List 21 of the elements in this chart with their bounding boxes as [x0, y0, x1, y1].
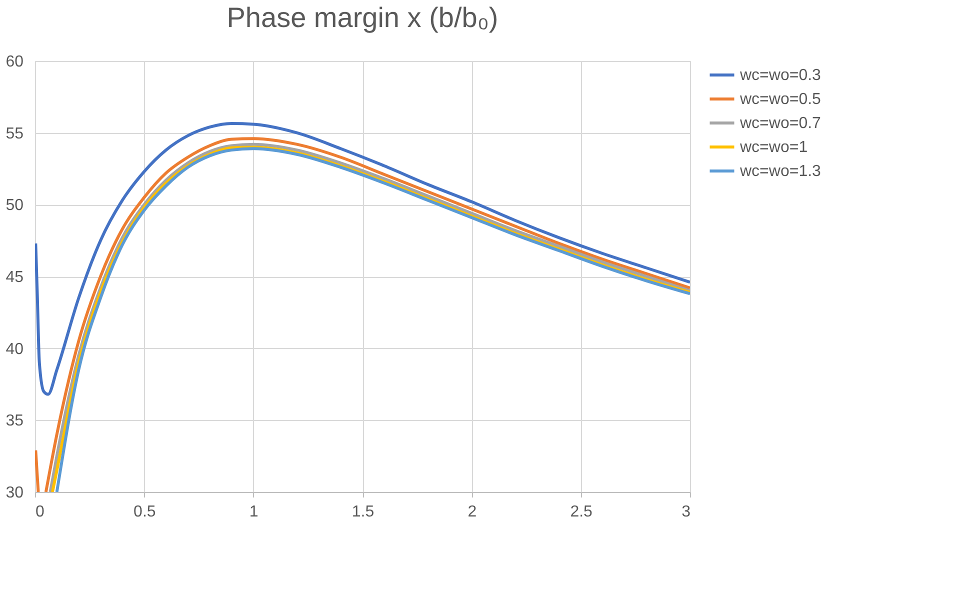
y-tick-label: 55	[6, 125, 24, 142]
y-tick-label: 35	[6, 412, 24, 430]
legend-label: wc=wo=0.3	[739, 67, 822, 84]
y-tick-label: 45	[6, 269, 24, 286]
legend-label: wc=wo=0.5	[739, 91, 822, 108]
legend-label: wc=wo=1	[739, 139, 808, 156]
y-tick-label: 30	[6, 484, 24, 502]
x-tick-label: 0.5	[134, 504, 156, 520]
y-tick-label: 40	[6, 340, 24, 358]
x-tick-label: 1.5	[352, 504, 374, 520]
x-tick-label: 2.5	[570, 504, 593, 520]
legend-label: wc=wo=1.3	[739, 163, 822, 180]
x-tick-label: 1	[249, 504, 258, 520]
line-series	[35, 122, 690, 396]
x-tick-label: 0	[36, 504, 44, 520]
legend-label: wc=wo=0.7	[739, 115, 822, 132]
y-tick-label: 50	[6, 197, 24, 214]
x-tick-label: 2	[468, 504, 477, 520]
chart-title: Phase margin x (b/b₀)	[226, 2, 498, 33]
x-tick-label: 3	[682, 504, 691, 520]
y-tick-label: 60	[6, 54, 24, 70]
